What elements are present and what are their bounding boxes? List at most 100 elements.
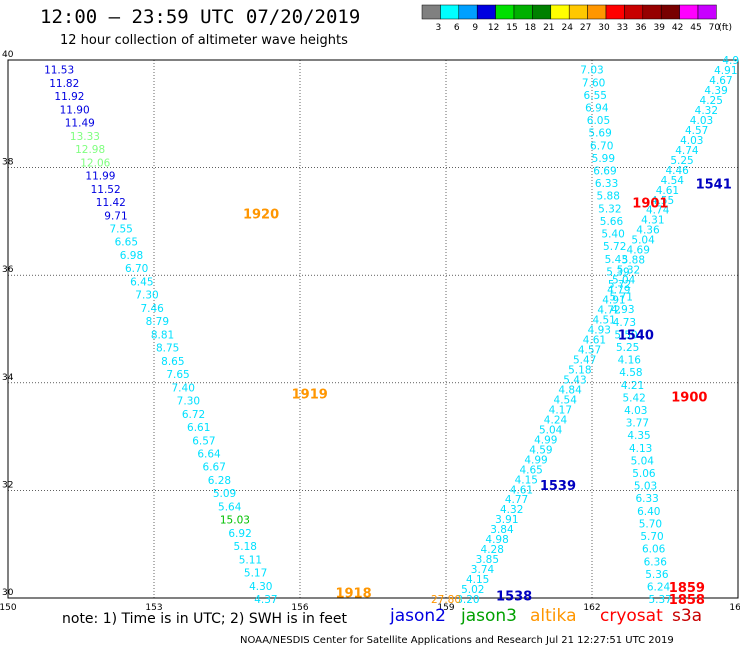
wave-height-value: 4.99 [524,454,547,466]
satellite-cryosat: cryosat [600,606,663,626]
wave-height-value: 5.32 [598,203,621,215]
pass-time-label: 1918 [335,587,371,602]
wave-height-value: 4.54 [554,394,578,406]
x-tick-label: 156 [291,603,308,613]
wave-height-value: 3.84 [490,524,514,536]
pass-time-label: 1858 [669,593,705,608]
wave-height-value: 5.71 [610,292,633,304]
wave-height-value: 3.91 [495,514,518,526]
page-subtitle: 12 hour collection of altimeter wave hei… [60,33,348,48]
wave-height-value: 6.67 [203,462,226,474]
wave-height-value: 5.70 [640,531,663,543]
wave-height-value: 4.03 [624,405,647,417]
wave-height-value: 8.79 [146,316,169,328]
wave-height-value: 5.69 [588,128,611,140]
plot-frame [7,59,739,599]
wave-height-value: 12.06 [80,157,110,169]
wave-height-value: 8.75 [156,343,179,355]
wave-height-value: 4.30 [249,581,272,593]
wave-height-value: 5.02 [461,584,484,596]
wave-height-value: 7.60 [582,77,605,89]
wave-height-value: 4.57 [685,125,708,137]
wave-height-value: 5.09 [213,488,236,500]
legend-label: 15 [506,23,517,33]
pass-time-label: 1901 [632,197,668,212]
wave-height-value: 4.58 [619,367,642,379]
wave-height-value: 12.98 [75,144,105,156]
wave-height-value: 5.66 [600,216,624,228]
wave-height-value: 4.61 [510,484,533,496]
pass-time-label: 1920 [243,207,279,222]
wave-height-value: 4.93 [588,325,611,337]
legend-label: 24 [561,23,573,33]
wave-height-value: 15.03 [220,515,250,527]
wave-height-value: 4.93 [611,304,634,316]
wave-height-value: 4.99 [534,434,557,446]
legend-label: 42 [672,23,683,33]
wave-height-value: 6.70 [125,263,148,275]
wave-height-value: 4.9 [722,55,739,67]
wave-height-value: 4.28 [481,544,504,556]
wave-height-value: 7.65 [166,369,189,381]
wave-height-value: 5.40 [601,229,624,241]
legend-swatch [568,4,588,20]
legend-swatch [476,4,496,20]
wave-height-value: 5.47 [573,354,596,366]
wave-height-value: 4.51 [592,315,615,327]
wave-height-value: 4.36 [636,225,660,237]
wave-height-value: 5.88 [622,255,645,267]
wave-height-value: 27.80 [431,594,461,606]
pass-time-label: 1538 [496,589,532,604]
wave-height-value: 6.06 [642,544,666,556]
legend-label: 36 [635,23,647,33]
wave-height-value: 4.67 [709,75,732,87]
legend-label: 3 [436,23,442,33]
wave-height-value: 6.69 [593,166,616,178]
wave-height-value: 4.69 [627,245,650,257]
wave-height-value: 4.17 [549,404,572,416]
pass-time-label: 1539 [540,479,576,494]
wave-height-value: 4.98 [485,534,508,546]
wave-height-value: 11.90 [60,104,90,116]
wave-height-value: 4.91 [602,295,625,307]
footer-credit: NOAA/NESDIS Center for Satellite Applica… [240,635,674,646]
legend-swatch [624,4,644,20]
wave-height-value: 4.65 [519,464,542,476]
x-tick-label: 165 [729,603,740,613]
wave-height-value: 5.32 [617,265,640,277]
wave-height-value: 4.32 [695,105,718,117]
wave-height-value: 11.53 [44,65,74,77]
wave-height-value: 4.54 [661,175,685,187]
wave-height-value: 4.31 [641,215,664,227]
wave-height-value: 7.30 [135,290,158,302]
y-tick-label: 38 [2,158,14,168]
legend-unit: (ft) [718,23,732,33]
wave-height-value: 4.57 [578,345,601,357]
wave-height-value: 5.25 [616,342,639,354]
y-tick-label: 30 [2,588,14,598]
wave-height-value: 4.77 [505,494,528,506]
legend-label: 12 [488,23,499,33]
wave-height-value: 5.11 [239,554,262,566]
color-legend: 3 6 9 12 15 18 21 24 27 30 33 36 39 42 45 70(ft) [421,4,732,33]
wave-height-value: 6.64 [197,448,221,460]
wave-height-value: 6.70 [590,140,613,152]
wave-height-value: 6.33 [635,493,658,505]
wave-height-value: 4.74 [646,205,670,217]
wave-height-value: 5.43 [563,374,586,386]
wave-height-value: 11.42 [96,197,126,209]
wave-height-value: 8.65 [161,356,184,368]
wave-height-value: 4.91 [714,65,737,77]
wave-height-value: 6.28 [208,475,231,487]
wave-height-value: 5.36 [645,569,669,581]
legend-swatch [458,4,478,20]
wave-height-value: 11.82 [49,78,79,90]
wave-height-value: 4.79 [607,285,630,297]
wave-height-value: 5.25 [670,155,693,167]
wave-height-value: 4.72 [597,305,620,317]
wave-height-value: 4.46 [665,165,689,177]
wave-height-value: 4.03 [680,135,703,147]
wave-height-value: 7.30 [177,396,200,408]
